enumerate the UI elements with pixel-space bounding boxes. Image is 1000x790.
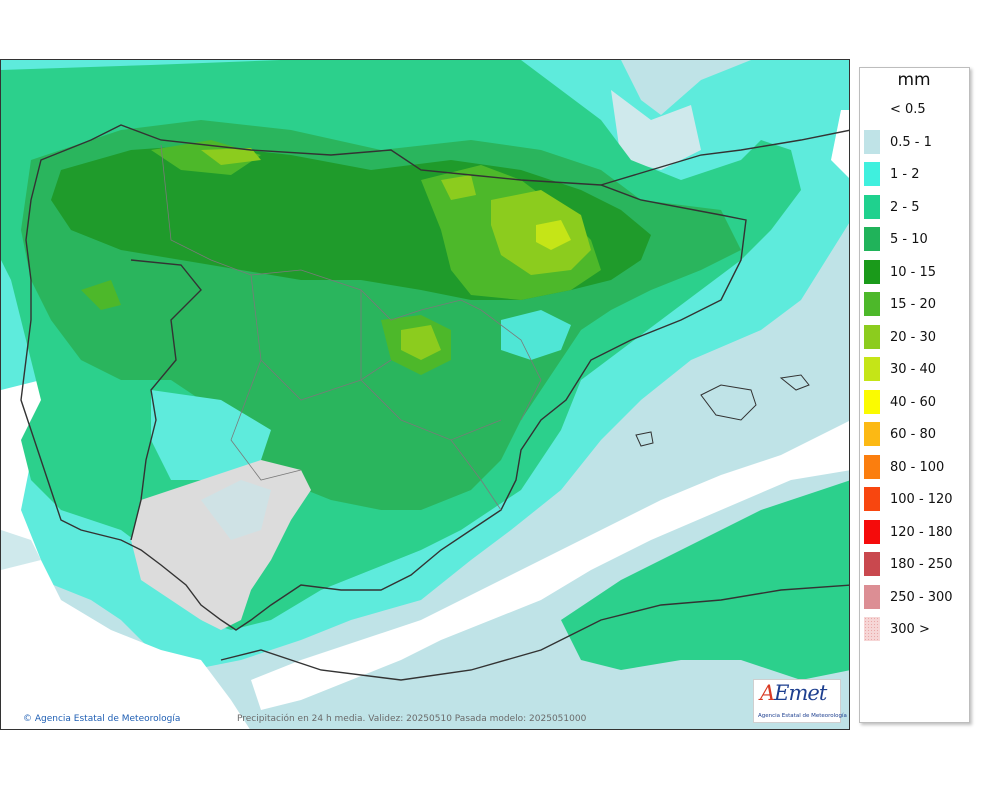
legend-swatch — [864, 324, 880, 349]
legend-item: 80 - 100 — [864, 454, 968, 480]
zone-20-30-cantabria — [201, 148, 261, 165]
north-africa-coast — [220, 584, 849, 681]
legend-item: 10 - 15 — [864, 259, 968, 285]
legend-label: 180 - 250 — [890, 557, 953, 572]
zone-20-30-basque — [441, 175, 476, 200]
legend-item: 300 > — [864, 616, 968, 642]
legend-label: 300 > — [890, 622, 930, 637]
legend-item: 0.5 - 1 — [864, 129, 968, 155]
zone-1-2-center-east — [501, 310, 571, 360]
legend-swatch — [864, 227, 880, 251]
zone-30-40-navarre — [536, 220, 571, 250]
legend-item: 40 - 60 — [864, 389, 968, 415]
country-borders — [20, 124, 849, 681]
legend-swatch — [864, 357, 880, 381]
legend-swatch — [864, 422, 880, 446]
legend-swatch — [864, 487, 880, 511]
regional-borders — [160, 144, 542, 511]
legend-item: 5 - 10 — [864, 226, 968, 252]
legend-swatch — [864, 552, 880, 576]
island-mallorca — [700, 384, 757, 421]
legend-item: < 0.5 — [864, 96, 968, 122]
legend-label: 20 - 30 — [890, 329, 937, 345]
legend-label: < 0.5 — [890, 102, 926, 117]
legend-swatch — [864, 454, 880, 479]
legend-swatch — [864, 519, 880, 544]
zone-0-5-1-andalusia — [201, 480, 271, 540]
legend-label: 0.5 - 1 — [890, 134, 932, 150]
legend-label: 15 - 20 — [890, 297, 937, 312]
legend-label: 250 - 300 — [890, 589, 953, 605]
legend-swatch — [864, 259, 880, 284]
legend-label: 120 - 180 — [890, 524, 953, 540]
legend-unit: mm — [897, 70, 931, 90]
legend-item: 120 - 180 — [864, 519, 968, 545]
island-ibiza — [635, 431, 654, 447]
copyright-icon: © — [23, 714, 32, 724]
iberia-outline — [20, 124, 747, 631]
legend-item: 20 - 30 — [864, 324, 968, 350]
legend-swatch — [864, 292, 880, 316]
legend-swatch — [864, 162, 880, 186]
zone-no-rain-mediterranean — [251, 421, 849, 710]
copyright-text: Agencia Estatal de Meteorología — [34, 714, 181, 724]
island-menorca — [779, 374, 810, 391]
zone-20-30-iberian — [401, 325, 441, 360]
legend-item: 250 - 300 — [864, 584, 968, 610]
zone-no-rain-southwest — [1, 380, 250, 729]
legend-label: 80 - 100 — [890, 459, 945, 475]
aemet-logo: AEmet Agencia Estatal de Meteorología — [753, 679, 847, 723]
legend-label: 30 - 40 — [890, 362, 937, 377]
map-caption: Precipitación en 24 h media. Validez: 20… — [237, 714, 587, 724]
legend-swatch — [864, 617, 880, 641]
precipitation-legend: mm < 0.5 0.5 - 1 1 - 2 2 - 5 5 - 10 10 - 15 15… — [859, 67, 970, 723]
legend-swatch — [864, 194, 880, 219]
zone-0-5-1-southwest — [1, 530, 41, 570]
legend-item: 2 - 5 — [864, 194, 968, 220]
legend-label: 40 - 60 — [890, 394, 937, 410]
legend-item: 60 - 80 — [864, 421, 968, 447]
legend-swatch — [864, 389, 880, 414]
legend-label: 10 - 15 — [890, 264, 937, 280]
logo-subtitle: Agencia Estatal de Meteorología — [758, 713, 847, 719]
zone-2-5-southeast — [561, 480, 849, 680]
legend-label: 100 - 120 — [890, 492, 953, 507]
legend-swatch — [864, 584, 880, 609]
legend-item: 100 - 120 — [864, 486, 968, 512]
precipitation-map: © Agencia Estatal de Meteorología Precip… — [0, 59, 850, 730]
france-coast — [600, 129, 849, 186]
legend-label: 2 - 5 — [890, 199, 920, 215]
copyright-notice: © Agencia Estatal de Meteorología — [23, 714, 180, 724]
logo-wordmark: AEmet — [760, 681, 827, 705]
legend-item: 15 - 20 — [864, 291, 968, 317]
legend-label: 5 - 10 — [890, 232, 928, 247]
legend-swatch — [864, 97, 880, 121]
legend-swatch — [864, 129, 880, 154]
legend-label: 1 - 2 — [890, 167, 920, 182]
zone-no-rain-gulf-of-lion — [831, 110, 849, 178]
legend-label: 60 - 80 — [890, 427, 937, 442]
zone-0-5-1-balearic-sea — [611, 90, 701, 170]
portugal-border — [130, 259, 202, 541]
legend-item: 1 - 2 — [864, 161, 968, 187]
legend-item: 30 - 40 — [864, 356, 968, 382]
precipitation-field — [1, 60, 849, 729]
balearic-islands — [635, 374, 810, 447]
zone-15-20-galicia — [81, 280, 121, 310]
legend-item: 180 - 250 — [864, 551, 968, 577]
